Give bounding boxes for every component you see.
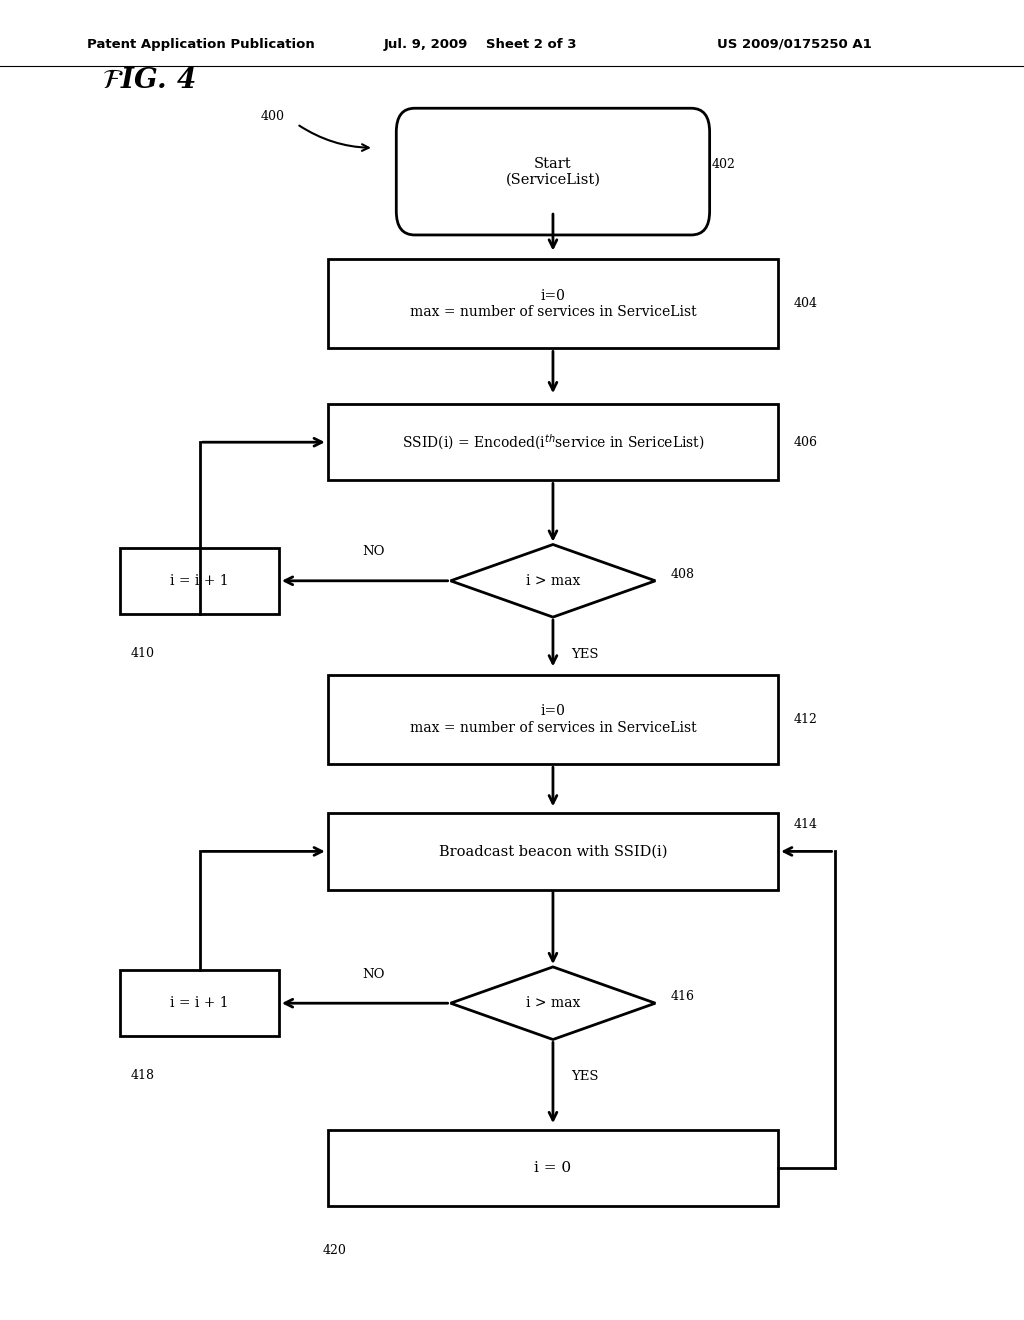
Text: i > max: i > max [525, 574, 581, 587]
Text: i=0
max = number of services in ServiceList: i=0 max = number of services in ServiceL… [410, 705, 696, 734]
Text: Jul. 9, 2009    Sheet 2 of 3: Jul. 9, 2009 Sheet 2 of 3 [384, 37, 578, 50]
Polygon shape [451, 544, 655, 616]
Text: 406: 406 [794, 436, 817, 449]
Bar [328, 1130, 778, 1206]
Text: i = i + 1: i = i + 1 [170, 574, 229, 587]
Text: 400: 400 [261, 110, 285, 123]
Text: Start
(ServiceList): Start (ServiceList) [506, 157, 600, 186]
Text: i > max: i > max [525, 997, 581, 1010]
Text: i = i + 1: i = i + 1 [170, 997, 229, 1010]
Text: 410: 410 [131, 647, 155, 660]
Text: i = 0: i = 0 [535, 1162, 571, 1175]
Bar [328, 675, 778, 764]
Text: 404: 404 [794, 297, 817, 310]
Text: 408: 408 [671, 568, 694, 581]
Text: NO: NO [362, 545, 385, 558]
Text: i=0
max = number of services in ServiceList: i=0 max = number of services in ServiceL… [410, 289, 696, 318]
Text: 418: 418 [131, 1069, 155, 1082]
Text: $\mathcal{F}$IG. 4: $\mathcal{F}$IG. 4 [102, 67, 196, 95]
Text: SSID(i) = Encoded(i$^{th}$service in SericeList): SSID(i) = Encoded(i$^{th}$service in Ser… [401, 433, 705, 451]
Bar [328, 813, 778, 890]
Text: US 2009/0175250 A1: US 2009/0175250 A1 [717, 37, 871, 50]
Bar [121, 548, 279, 614]
FancyBboxPatch shape [396, 108, 710, 235]
Text: NO: NO [362, 968, 385, 981]
Bar [121, 970, 279, 1036]
Text: YES: YES [571, 648, 599, 660]
Bar [328, 404, 778, 480]
Bar [328, 259, 778, 348]
Text: 414: 414 [794, 818, 817, 832]
Text: 416: 416 [671, 990, 694, 1003]
Text: Patent Application Publication: Patent Application Publication [87, 37, 314, 50]
Text: YES: YES [571, 1071, 599, 1082]
Text: 402: 402 [712, 158, 735, 172]
Text: 420: 420 [323, 1243, 346, 1257]
Text: Broadcast beacon with SSID(i): Broadcast beacon with SSID(i) [438, 845, 668, 858]
Polygon shape [451, 966, 655, 1040]
Text: 412: 412 [794, 713, 817, 726]
